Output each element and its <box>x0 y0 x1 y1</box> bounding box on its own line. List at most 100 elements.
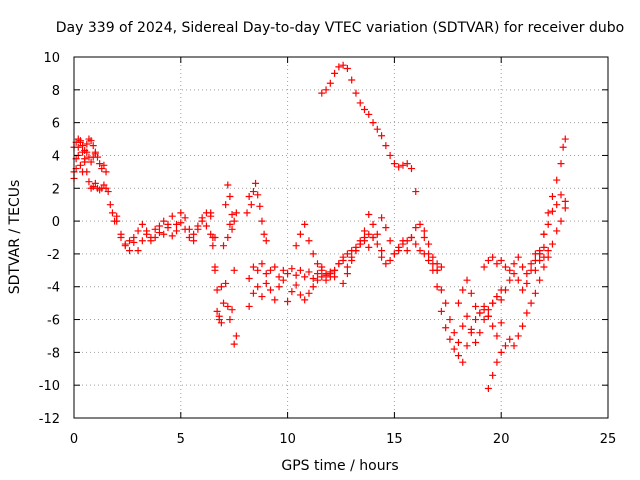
series-trace-8 <box>224 209 240 241</box>
data-point <box>472 339 480 347</box>
data-point <box>343 270 351 278</box>
data-point <box>395 247 403 255</box>
data-point <box>113 217 121 225</box>
data-point <box>416 220 424 228</box>
data-point <box>540 230 548 238</box>
data-point <box>314 276 322 284</box>
data-point <box>536 247 544 255</box>
data-point <box>531 266 539 274</box>
data-point <box>378 247 386 255</box>
series-trace-13 <box>301 234 377 304</box>
data-point <box>296 230 304 238</box>
data-point <box>373 240 381 248</box>
data-point <box>301 296 309 304</box>
data-point <box>243 209 251 217</box>
data-point <box>126 237 134 245</box>
x-tick-label: 25 <box>600 432 617 447</box>
x-tick-label: 5 <box>177 432 185 447</box>
data-point <box>260 230 268 238</box>
data-point <box>102 168 110 176</box>
data-point <box>262 237 270 245</box>
data-point <box>296 291 304 299</box>
data-point <box>160 217 168 225</box>
data-point <box>85 178 93 186</box>
data-point <box>420 227 428 235</box>
data-point <box>267 286 275 294</box>
data-point <box>79 168 87 176</box>
data-point <box>126 247 134 255</box>
series-trace-22 <box>536 135 569 258</box>
data-point <box>249 188 257 196</box>
data-point <box>429 260 437 268</box>
data-point <box>412 240 420 248</box>
data-point <box>247 201 255 209</box>
data-point <box>519 322 527 330</box>
data-point <box>412 224 420 232</box>
axes: 0 5 10 15 20 25 -12 -10 -8 -6 -4 -2 0 2 4 6 8 10 <box>39 51 617 447</box>
data-point <box>226 316 234 324</box>
data-point <box>343 250 351 258</box>
data-point <box>339 256 347 264</box>
y-tick-label: -8 <box>47 346 60 361</box>
data-point <box>497 256 505 264</box>
data-point <box>181 225 189 233</box>
series-trace-6 <box>207 181 238 324</box>
data-point <box>224 181 232 189</box>
data-point <box>87 158 95 166</box>
x-tick-label: 10 <box>279 432 296 447</box>
data-point <box>369 234 377 241</box>
data-point <box>544 209 552 217</box>
data-point <box>228 225 236 233</box>
data-point <box>177 209 185 217</box>
data-point <box>373 125 381 133</box>
data-point <box>493 358 501 366</box>
data-point <box>134 227 142 235</box>
data-point <box>412 188 420 196</box>
data-point <box>100 161 108 169</box>
grid-lines <box>74 57 608 418</box>
data-point <box>326 270 334 278</box>
data-point <box>454 299 462 307</box>
data-point <box>151 234 159 241</box>
y-tick-label: -6 <box>47 314 60 329</box>
data-point <box>314 270 322 278</box>
data-point <box>442 299 450 307</box>
data-point <box>339 61 347 69</box>
data-point <box>275 273 283 281</box>
data-point <box>463 312 471 320</box>
data-point <box>228 306 236 314</box>
data-point <box>399 161 407 169</box>
data-point <box>83 140 91 148</box>
data-point <box>557 217 565 225</box>
data-point <box>519 286 527 294</box>
data-point <box>185 234 193 241</box>
data-point <box>553 176 561 184</box>
data-point <box>254 283 262 291</box>
y-tick-label: 4 <box>52 149 60 164</box>
data-point <box>106 201 114 209</box>
data-point <box>497 319 505 327</box>
y-tick-label: 0 <box>52 215 60 230</box>
series-trace-20 <box>484 204 569 392</box>
data-point <box>544 247 552 255</box>
data-point <box>130 238 138 246</box>
data-point <box>104 188 112 196</box>
data-point <box>356 237 364 245</box>
data-point <box>335 63 343 71</box>
data-point <box>288 288 296 296</box>
data-point <box>211 263 219 271</box>
data-point <box>207 209 215 217</box>
data-point <box>484 384 492 392</box>
data-point <box>322 276 330 284</box>
data-point <box>540 263 548 271</box>
data-point <box>301 273 309 281</box>
data-point <box>360 227 368 235</box>
data-point <box>454 339 462 347</box>
data-point <box>540 253 548 261</box>
series-trace-10 <box>245 260 339 283</box>
data-point <box>89 142 97 150</box>
data-point <box>83 148 91 156</box>
data-point <box>352 89 360 97</box>
data-point <box>489 253 497 261</box>
data-point <box>425 256 433 264</box>
